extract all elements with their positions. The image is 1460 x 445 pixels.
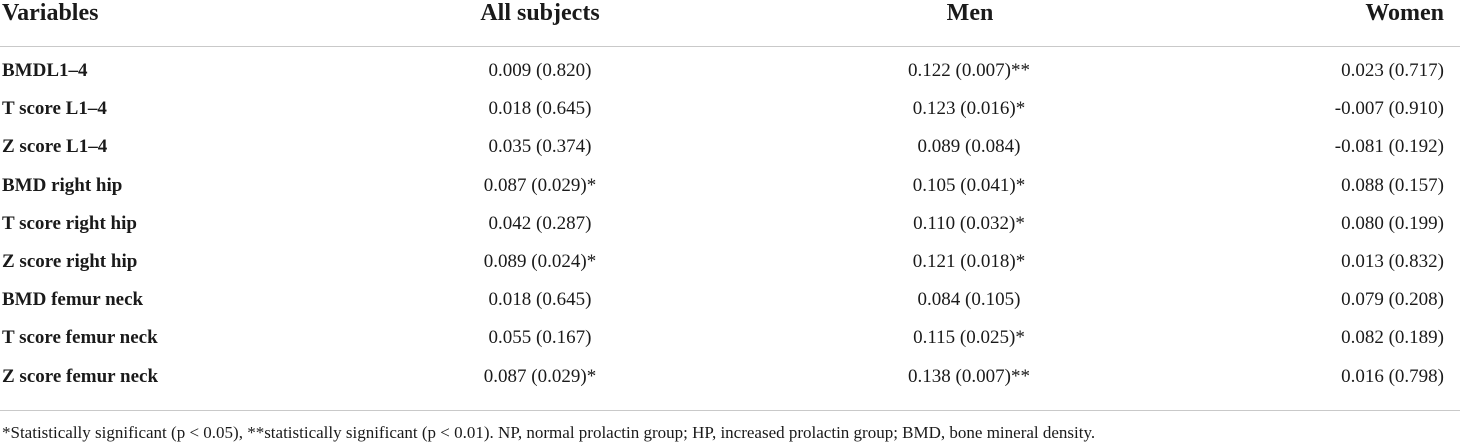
header-women: Women [1365,0,1444,26]
cell-all-subjects: 0.018 (0.645) [488,289,592,311]
header-all-subjects: All subjects [480,0,600,26]
cell-women: 0.023 (0.717) [1341,60,1444,81]
cell-women: -0.081 (0.192) [1334,136,1444,158]
cell-variable: BMD right hip [2,174,123,196]
cell-women: 0.082 (0.189) [1341,327,1444,349]
table-row: Z score L1–4 0.035 (0.374) 0.089 (0.084)… [0,136,1460,174]
cell-men: 0.089 (0.084) [917,136,1021,158]
header-men: Men [946,0,994,26]
cell-men: 0.122 (0.007)** [908,60,1030,81]
cell-men: 0.121 (0.018)* [912,250,1026,272]
cell-women: 0.080 (0.199) [1341,212,1444,234]
cell-variable: BMDL1–4 [2,60,88,81]
cell-all-subjects: 0.035 (0.374) [488,136,592,158]
cell-all-subjects: 0.055 (0.167) [488,327,592,349]
table-body: BMDL1–4 0.009 (0.820) 0.122 (0.007)** 0.… [0,60,1460,404]
cell-variable: BMD femur neck [2,289,144,311]
cell-all-subjects: 0.089 (0.024)* [483,250,597,272]
cell-variable: Z score right hip [2,250,138,272]
table-row: BMDL1–4 0.009 (0.820) 0.122 (0.007)** 0.… [0,60,1460,98]
cell-variable: Z score L1–4 [2,136,108,158]
cell-women: 0.088 (0.157) [1341,174,1444,196]
cell-women: 0.079 (0.208) [1341,289,1444,311]
cell-all-subjects: 0.009 (0.820) [488,60,592,81]
cell-men: 0.110 (0.032)* [913,212,1025,234]
cell-all-subjects: 0.042 (0.287) [488,212,592,234]
table-row: BMD right hip 0.087 (0.029)* 0.105 (0.04… [0,175,1460,213]
cell-all-subjects: 0.087 (0.029)* [483,174,597,196]
cell-variable: Z score femur neck [2,365,159,387]
table-row: T score L1–4 0.018 (0.645) 0.123 (0.016)… [0,98,1460,136]
table-footnote: *Statistically significant (p < 0.05), *… [2,423,1096,442]
cell-men: 0.105 (0.041)* [912,174,1026,196]
table-bottom-rule [0,410,1460,411]
cell-variable: T score right hip [2,212,137,234]
cell-men: 0.138 (0.007)** [908,365,1030,387]
cell-all-subjects: 0.018 (0.645) [488,98,592,120]
table-row: T score right hip 0.042 (0.287) 0.110 (0… [0,213,1460,251]
cell-men: 0.115 (0.025)* [913,327,1025,349]
cell-variable: T score L1–4 [2,98,107,120]
table-row: Z score right hip 0.089 (0.024)* 0.121 (… [0,251,1460,289]
header-variables: Variables [2,0,99,26]
cell-women: 0.016 (0.798) [1341,365,1444,387]
table-header-row: Variables All subjects Men Women [0,0,1460,47]
cell-women: 0.013 (0.832) [1341,250,1444,272]
table-row: T score femur neck 0.055 (0.167) 0.115 (… [0,327,1460,365]
cell-men: 0.084 (0.105) [917,289,1021,311]
cell-women: -0.007 (0.910) [1334,98,1444,120]
cell-men: 0.123 (0.016)* [912,98,1026,120]
cell-all-subjects: 0.087 (0.029)* [483,365,597,387]
table-row: Z score femur neck 0.087 (0.029)* 0.138 … [0,366,1460,404]
table-row: BMD femur neck 0.018 (0.645) 0.084 (0.10… [0,289,1460,327]
cell-variable: T score femur neck [2,327,158,349]
